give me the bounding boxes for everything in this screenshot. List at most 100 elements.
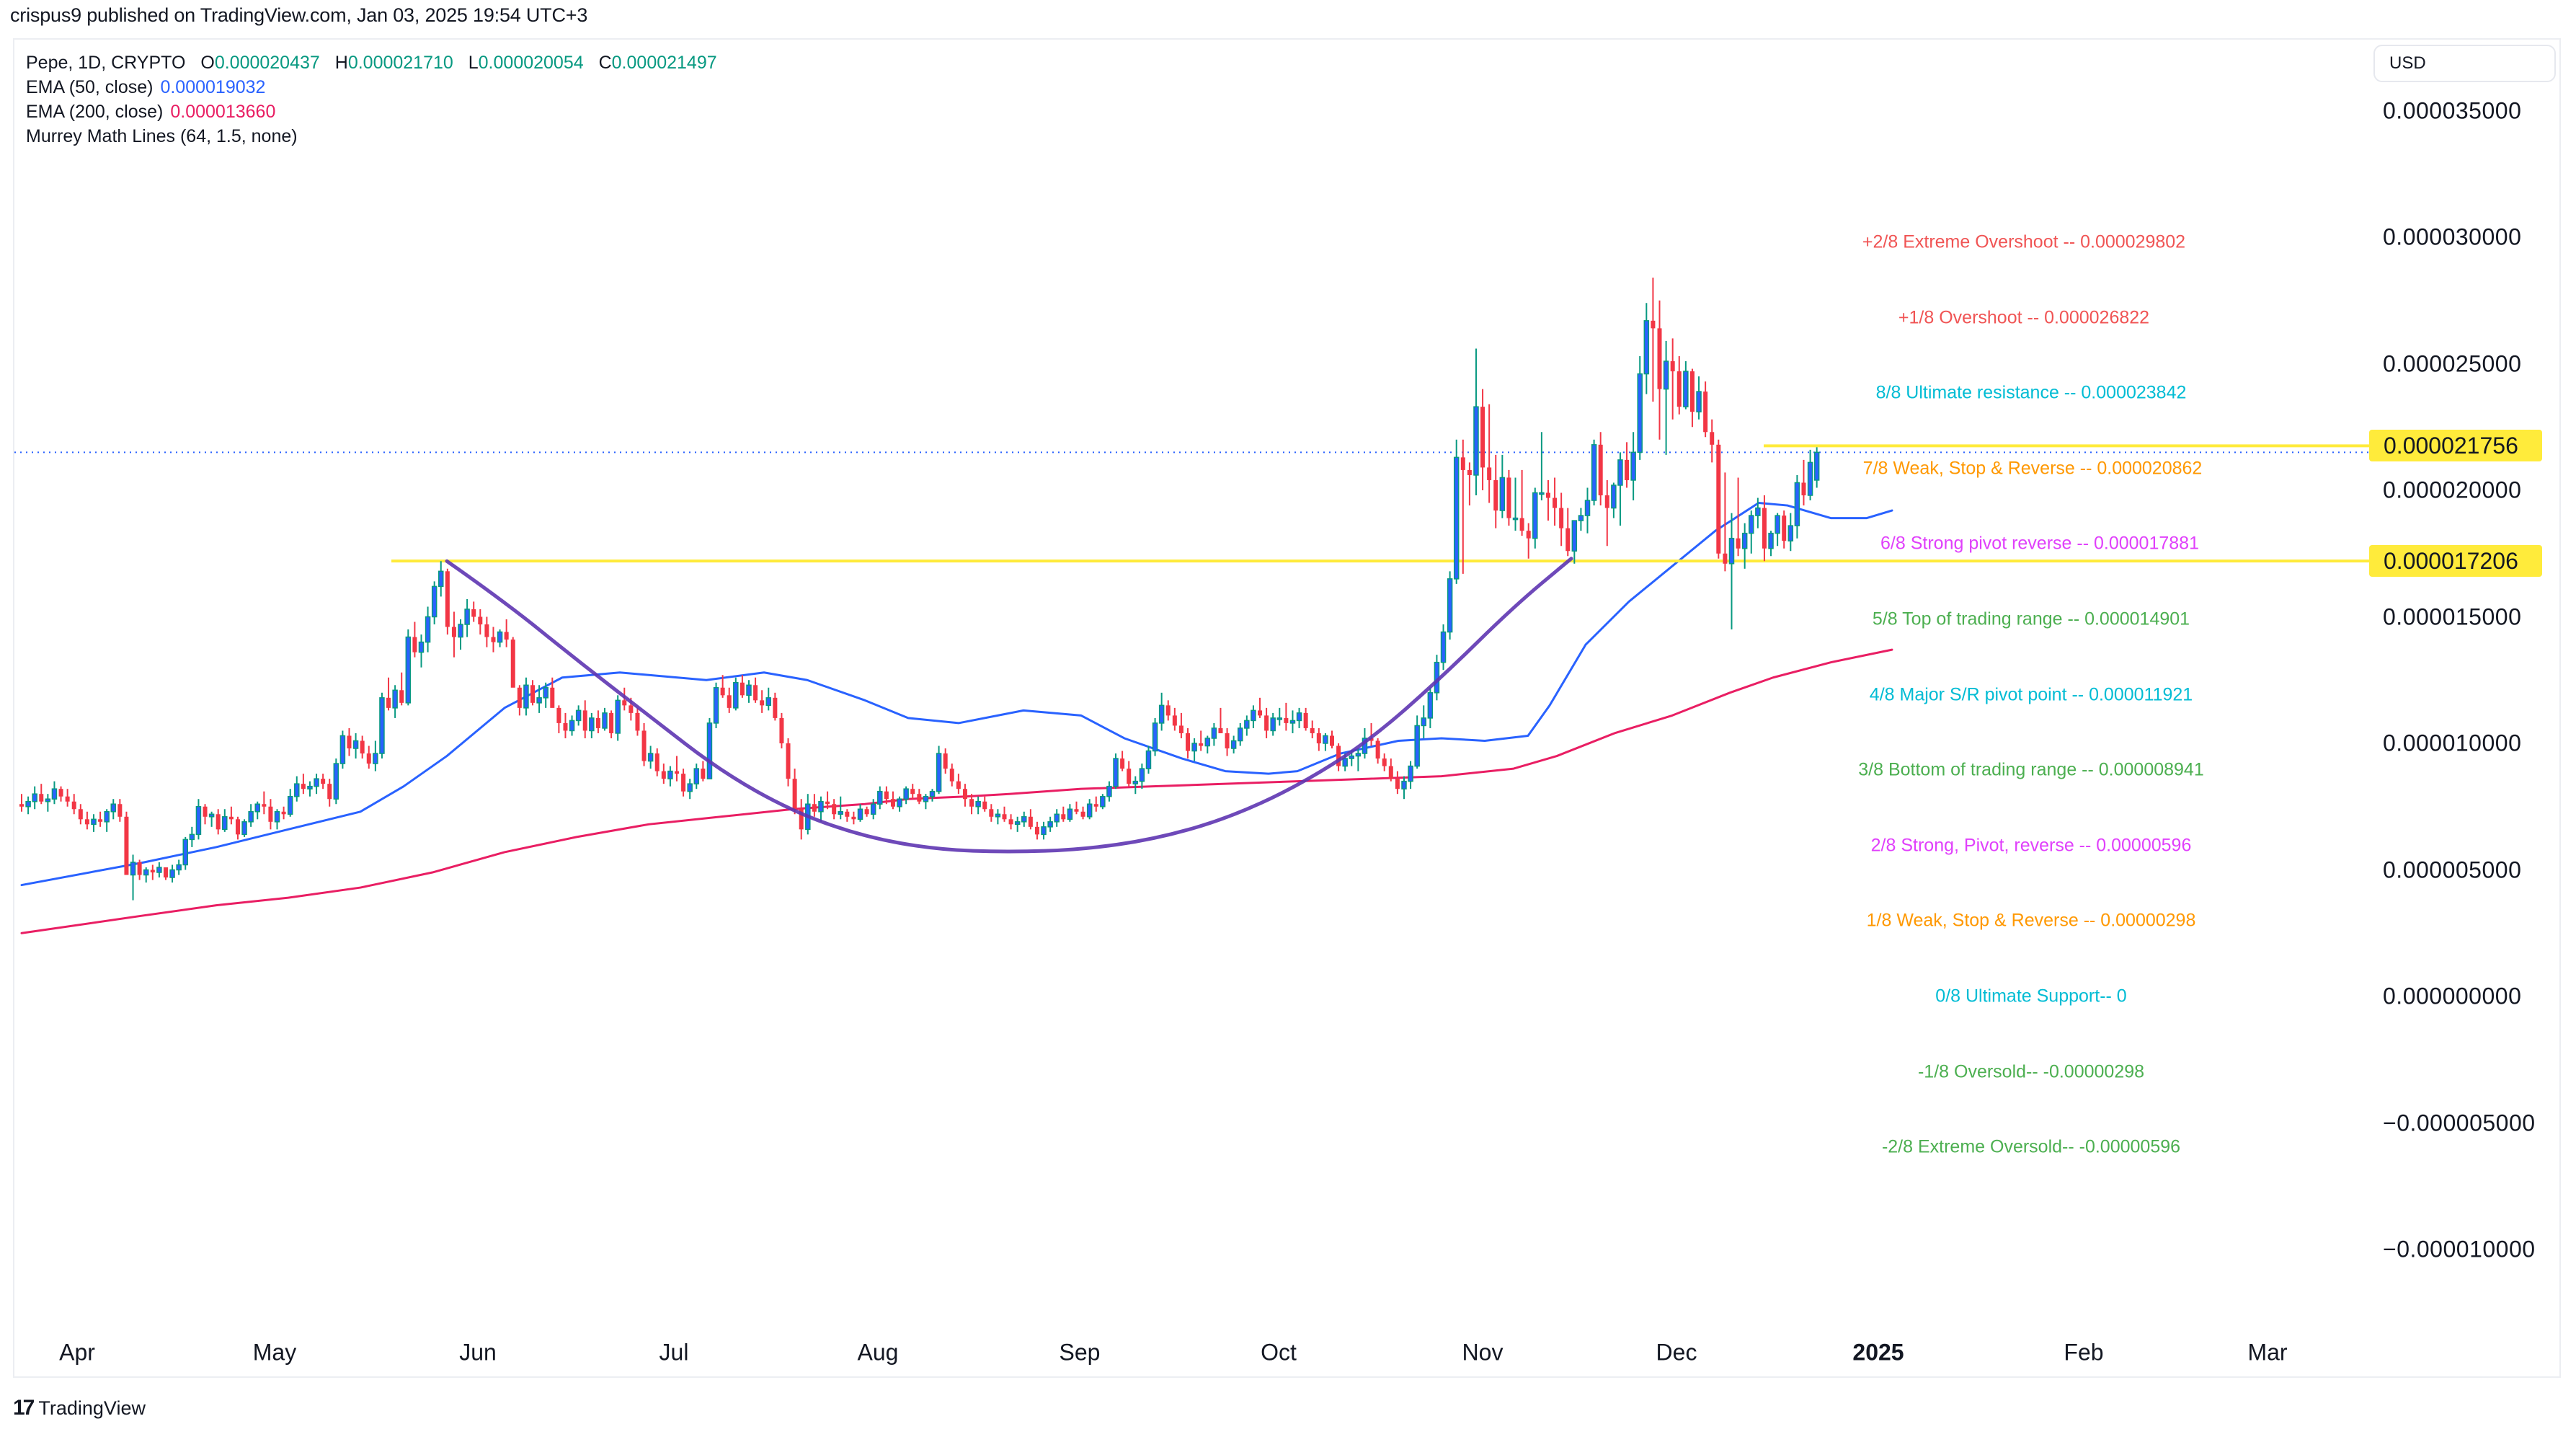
candle (1716, 439, 1721, 559)
murrey-label: Murrey Math Lines (64, 1.5, none) (26, 126, 298, 146)
candle (1113, 753, 1119, 789)
candle (189, 826, 195, 847)
chart-pane[interactable] (13, 38, 2561, 1378)
candle (1749, 510, 1754, 554)
candle (760, 690, 765, 713)
candle (143, 867, 149, 883)
candle (1014, 816, 1021, 832)
time-tick-label: Oct (1261, 1339, 1297, 1366)
candle (45, 794, 51, 812)
candle (654, 748, 659, 777)
candle (943, 748, 948, 774)
candle (1755, 497, 1761, 528)
candle (1127, 761, 1132, 787)
candle (786, 738, 791, 787)
candle (1086, 799, 1093, 820)
murrey-legend-row[interactable]: Murrey Math Lines (64, 1.5, none) (26, 124, 717, 149)
candle (949, 764, 954, 787)
candle (1643, 303, 1650, 394)
candle (1172, 707, 1177, 731)
candle (445, 568, 450, 635)
price-tick-label: 0.000020000 (2383, 477, 2522, 503)
candle (412, 621, 417, 658)
candle (1657, 300, 1662, 440)
price-level-tag: 0.000021756 (2369, 430, 2542, 462)
candle (307, 781, 313, 797)
ema200-label: EMA (200, close) (26, 102, 164, 122)
candle (1794, 474, 1800, 539)
candle (681, 769, 686, 797)
candle (517, 685, 522, 716)
candle (281, 806, 286, 820)
candle (1289, 710, 1296, 733)
candle (569, 715, 575, 736)
candle (733, 677, 739, 711)
candle (1067, 804, 1073, 822)
candle (1218, 707, 1223, 733)
time-tick-label: Apr (59, 1339, 95, 1366)
candle (923, 794, 929, 810)
time-tick-label: Jun (459, 1339, 497, 1366)
candle (352, 733, 359, 759)
candle (1158, 692, 1165, 731)
symbol-ohlc-row[interactable]: Pepe, 1D, CRYPTO O0.000020437 H0.0000217… (26, 50, 717, 75)
candle (1061, 806, 1066, 822)
candle (779, 712, 784, 749)
murrey-level-label: -2/8 Extreme Oversold-- -0.00000596 (1881, 1136, 2181, 1157)
ema200-legend-row[interactable]: EMA (200, close) 0.000013660 (26, 99, 717, 124)
candle (1323, 733, 1328, 751)
candle (360, 735, 365, 759)
tradingview-logo[interactable]: 17 TradingView (13, 1396, 146, 1420)
candle (812, 794, 817, 817)
candle (1276, 707, 1283, 726)
candle (235, 816, 240, 840)
ema50-legend-row[interactable]: EMA (50, close) 0.000019032 (26, 75, 717, 99)
candle (510, 637, 515, 688)
candle (1565, 508, 1571, 557)
candle (321, 774, 326, 789)
candle (1355, 748, 1362, 771)
price-tick-label: 0.000015000 (2383, 603, 2522, 629)
price-tick-label: −0.000010000 (2383, 1236, 2536, 1262)
murrey-level-label: 4/8 Major S/R pivot point -- 0.000011921 (1869, 684, 2193, 705)
time-tick-label: Jul (659, 1339, 689, 1366)
candle (314, 774, 319, 795)
symbol-title[interactable]: Pepe, 1D, CRYPTO (26, 53, 186, 73)
time-tick-label: May (252, 1339, 297, 1366)
time-tick-label: Feb (2064, 1339, 2104, 1366)
candle (339, 730, 346, 769)
candle (1480, 389, 1485, 490)
candle (687, 779, 693, 800)
low-value: 0.000020054 (478, 53, 584, 73)
candle (1369, 722, 1374, 746)
candle (1145, 746, 1152, 774)
candle (706, 717, 713, 779)
open-value: 0.000020437 (214, 53, 320, 73)
candle (104, 809, 110, 832)
candle (19, 794, 24, 812)
candle (1034, 821, 1039, 840)
candle (386, 677, 391, 711)
candle (701, 761, 706, 782)
candle (1670, 338, 1675, 420)
candle (523, 677, 529, 716)
candle (1526, 523, 1531, 559)
candle (1401, 776, 1407, 800)
candle (740, 675, 745, 698)
candle (1244, 715, 1250, 736)
candle (727, 687, 732, 713)
currency-button[interactable]: USD (2373, 45, 2556, 82)
candle (110, 799, 117, 820)
candle (720, 675, 725, 698)
candle (208, 811, 215, 827)
candle (1284, 702, 1289, 731)
candle (1120, 751, 1125, 771)
open-key: O (200, 53, 215, 73)
candle (1440, 624, 1447, 671)
candle (294, 776, 300, 802)
candle (1499, 454, 1506, 518)
candle (182, 836, 188, 870)
candle (1617, 452, 1623, 526)
candle (1689, 368, 1695, 428)
